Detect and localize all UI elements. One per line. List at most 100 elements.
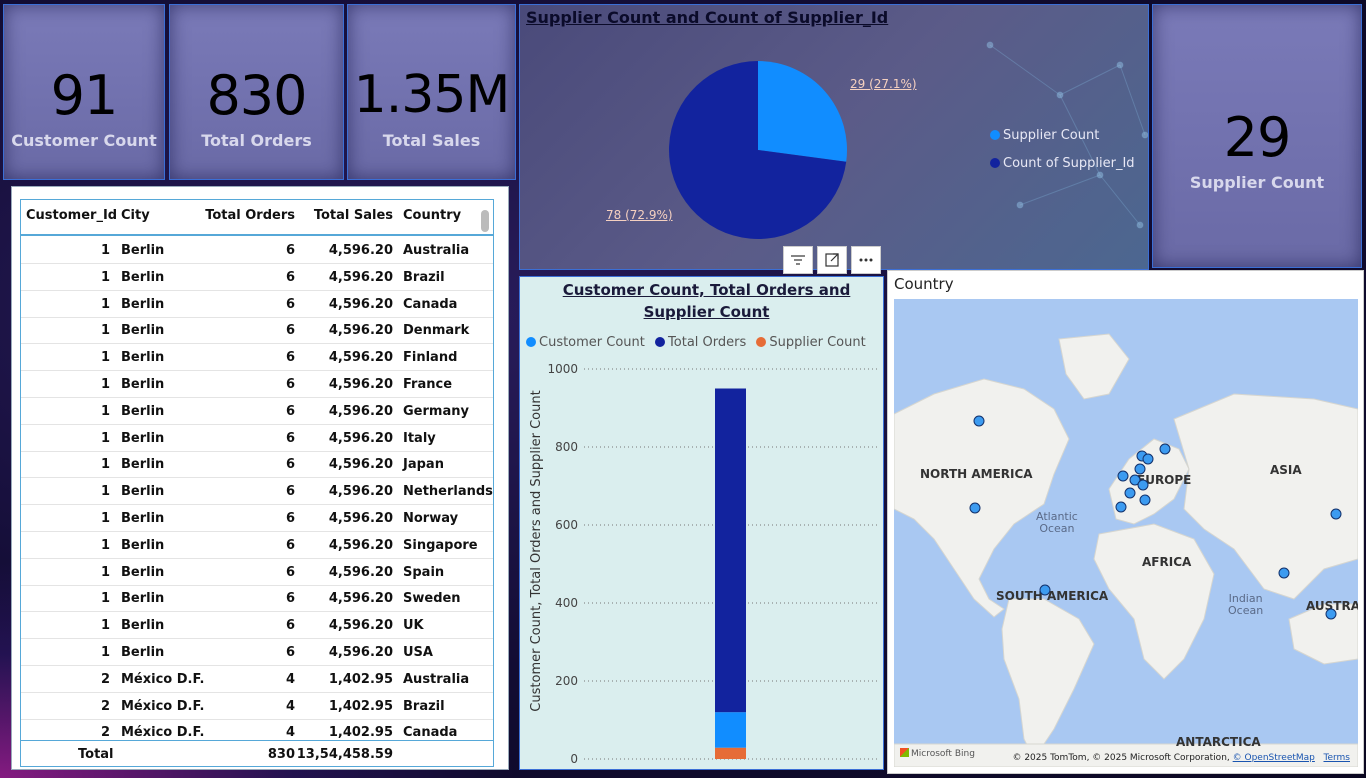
- total-orders-card[interactable]: 830 Total Orders: [169, 4, 344, 180]
- cell-city: Berlin: [121, 618, 165, 634]
- pie-slice-count-supplier-id[interactable]: [669, 61, 847, 239]
- more-options-button[interactable]: [851, 246, 881, 274]
- bar-segment-total-orders[interactable]: [715, 388, 746, 713]
- customer-count-value: 91: [50, 64, 119, 127]
- table-row[interactable]: 1 Berlin 6 4,596.20 Canada: [21, 291, 493, 318]
- cell-total-sales: 4,596.20: [328, 591, 393, 607]
- map-bubble[interactable]: [1325, 608, 1337, 620]
- map-bubble[interactable]: [1137, 479, 1149, 491]
- attribution-text: © 2025 TomTom, © 2025 Microsoft Corporat…: [1012, 753, 1230, 763]
- table-row[interactable]: 1 Berlin 6 4,596.20 Spain: [21, 559, 493, 586]
- table-row[interactable]: 1 Berlin 6 4,596.20 Netherlands: [21, 478, 493, 506]
- table-scrollbar[interactable]: [481, 210, 489, 232]
- table-row[interactable]: 1 Berlin 6 4,596.20 France: [21, 371, 493, 398]
- map-bubble[interactable]: [1142, 453, 1154, 465]
- map-bubble[interactable]: [1139, 494, 1151, 506]
- continents-shape: [894, 333, 1358, 767]
- cell-city: Berlin: [121, 269, 165, 285]
- country-map-panel[interactable]: Country NORTH AMERICA: [887, 270, 1364, 774]
- map-bubble[interactable]: [1278, 567, 1290, 579]
- bar-segment-customer-count[interactable]: [715, 712, 746, 748]
- header-total-sales[interactable]: Total Sales: [313, 208, 393, 223]
- cell-total-orders: 6: [285, 537, 295, 553]
- bar-legend-customer-count[interactable]: Customer Count: [526, 335, 645, 350]
- cell-country: Australia: [403, 243, 470, 258]
- table-total-row: Total 830 13,54,458.59: [21, 740, 493, 766]
- header-city[interactable]: City: [121, 208, 150, 223]
- pie-legend-supplier-count[interactable]: Supplier Count: [990, 128, 1099, 143]
- table-row[interactable]: 2 México D.F. 4 1,402.95 Canada: [21, 719, 493, 747]
- table-row[interactable]: 1 Berlin 6 4,596.20 USA: [21, 639, 493, 666]
- table-row[interactable]: 1 Berlin 6 4,596.20 Brazil: [21, 264, 493, 291]
- pie-legend-label: Supplier Count: [1003, 128, 1100, 143]
- table-row[interactable]: 1 Berlin 6 4,596.20 Sweden: [21, 585, 493, 613]
- table-row[interactable]: 2 México D.F. 4 1,402.95 Brazil: [21, 693, 493, 720]
- table-row[interactable]: 1 Berlin 6 4,596.20 Denmark: [21, 317, 493, 345]
- stacked-bar-chart[interactable]: Customer Count, Total Orders and Supplie…: [520, 351, 885, 771]
- bar-chart-panel[interactable]: Customer Count, Total Orders and Supplie…: [519, 276, 884, 770]
- table-row[interactable]: 2 México D.F. 4 1,402.95 Australia: [21, 666, 493, 693]
- header-customer-id[interactable]: Customer_Id: [26, 208, 118, 223]
- pie-chart-title: Supplier Count and Count of Supplier_Id: [526, 8, 889, 27]
- legend-dot-icon: [990, 130, 1000, 140]
- total-sales-label: Total Sales: [382, 131, 481, 150]
- cell-total-orders: 4: [285, 725, 295, 741]
- map-label-north-america: NORTH AMERICA: [920, 467, 1033, 481]
- cell-country: Singapore: [403, 537, 478, 553]
- map-label-asia: ASIA: [1270, 463, 1302, 477]
- map-bubble[interactable]: [969, 502, 981, 514]
- pie-chart[interactable]: [658, 50, 858, 250]
- pie-chart-panel[interactable]: Supplier Count and Count of Supplier_Id …: [519, 4, 1149, 270]
- map-bubble[interactable]: [1117, 470, 1129, 482]
- cell-city: Berlin: [121, 457, 165, 473]
- bar-legend-total-orders[interactable]: Total Orders: [655, 335, 746, 350]
- table-row[interactable]: 1 Berlin 6 4,596.20 Singapore: [21, 532, 493, 559]
- map-bubble[interactable]: [1129, 474, 1141, 486]
- filter-button[interactable]: [783, 246, 813, 274]
- table-row[interactable]: 1 Berlin 6 4,596.20 Japan: [21, 451, 493, 479]
- bar-chart-title: Customer Count, Total Orders and Supplie…: [562, 281, 851, 321]
- map-bubble[interactable]: [1039, 584, 1051, 596]
- table-row[interactable]: 1 Berlin 6 4,596.20 Italy: [21, 425, 493, 452]
- table-row[interactable]: 1 Berlin 6 4,596.20 UK: [21, 612, 493, 640]
- customer-table[interactable]: Customer_Id City Total Orders Total Sale…: [20, 199, 494, 767]
- cell-total-orders: 6: [285, 243, 295, 258]
- cell-customer-id: 1: [100, 511, 110, 526]
- cell-city: Berlin: [121, 430, 165, 446]
- map-bubble[interactable]: [973, 415, 985, 427]
- supplier-count-card[interactable]: 29 Supplier Count: [1152, 4, 1362, 268]
- cell-customer-id: 1: [100, 564, 110, 580]
- customer-count-card[interactable]: 91 Customer Count: [3, 4, 165, 180]
- y-tick-label: 200: [555, 674, 578, 688]
- osm-link[interactable]: © OpenStreetMap: [1232, 753, 1315, 763]
- bar-legend-supplier-count[interactable]: Supplier Count: [756, 335, 866, 350]
- world-map[interactable]: NORTH AMERICA EUROPE ASIA AFRICA SOUTH A…: [894, 299, 1358, 767]
- map-bubble[interactable]: [1134, 463, 1146, 475]
- cell-city: Berlin: [121, 537, 165, 553]
- header-total-orders[interactable]: Total Orders: [205, 208, 295, 223]
- map-bubbles: [969, 415, 1342, 620]
- cell-city: Berlin: [121, 350, 165, 366]
- table-row[interactable]: 1 Berlin 6 4,596.20 Australia: [21, 237, 493, 264]
- total-orders-label: Total Orders: [201, 131, 312, 150]
- cell-total-orders: 6: [285, 296, 295, 312]
- header-country[interactable]: Country: [403, 208, 462, 223]
- terms-link[interactable]: Terms: [1323, 753, 1350, 763]
- visual-toolbar: [783, 246, 881, 274]
- focus-mode-button[interactable]: [817, 246, 847, 274]
- pie-slice-supplier-count[interactable]: [758, 61, 847, 162]
- pie-legend-count-supplier-id[interactable]: Count of Supplier_Id: [990, 156, 1135, 171]
- cell-total-sales: 4,596.20: [328, 296, 393, 312]
- table-row[interactable]: 1 Berlin 6 4,596.20 Finland: [21, 344, 493, 372]
- table-row[interactable]: 1 Berlin 6 4,596.20 Norway: [21, 505, 493, 532]
- bar-segment-supplier-count[interactable]: [715, 747, 746, 759]
- map-bubble[interactable]: [1124, 487, 1136, 499]
- ocean-label-line: Atlantic: [1036, 510, 1078, 523]
- map-bubble[interactable]: [1159, 443, 1171, 455]
- map-bubble[interactable]: [1330, 508, 1342, 520]
- table-row[interactable]: 1 Berlin 6 4,596.20 Germany: [21, 398, 493, 425]
- cell-city: México D.F.: [121, 671, 205, 687]
- total-sales-card[interactable]: 1.35M Total Sales: [347, 4, 516, 180]
- cell-country: UK: [403, 618, 424, 634]
- map-bubble[interactable]: [1115, 501, 1127, 513]
